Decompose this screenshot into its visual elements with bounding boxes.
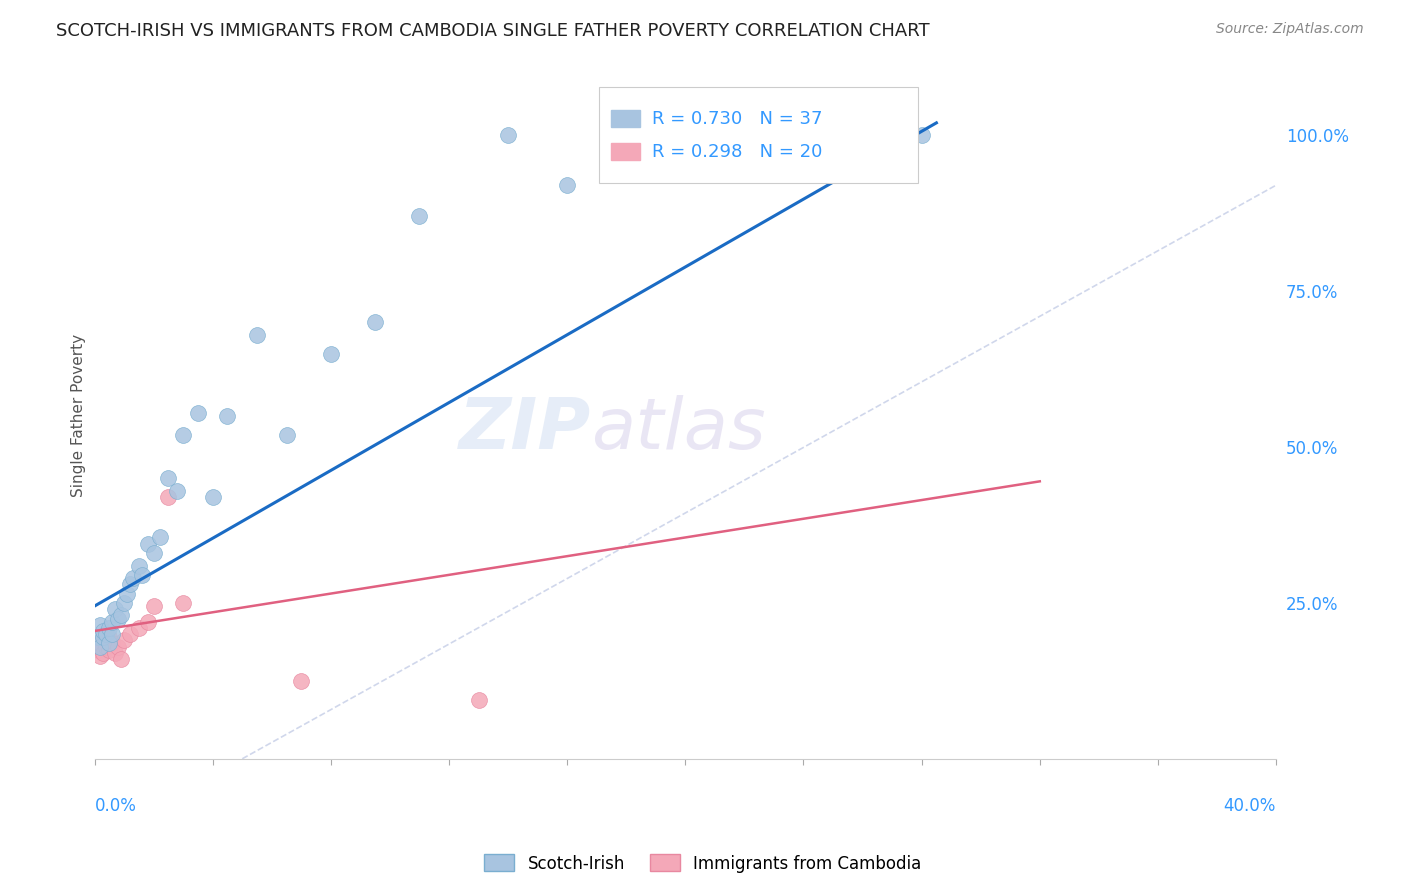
Point: [101, 627, 124, 641]
Text: Source: ZipAtlas.com: Source: ZipAtlas.com: [1216, 22, 1364, 37]
Point: [86, 642, 108, 657]
Point: [276, 427, 298, 442]
Point: [467, 692, 489, 706]
Text: R = 0.730   N = 37: R = 0.730 N = 37: [652, 110, 823, 128]
Text: 0.0%: 0.0%: [94, 797, 136, 814]
Point: [136, 537, 159, 551]
Bar: [610, 110, 641, 128]
Point: [115, 586, 138, 600]
Point: [142, 599, 165, 613]
Point: [107, 640, 129, 654]
Point: [93, 624, 115, 638]
Point: [187, 406, 209, 420]
Point: [128, 558, 150, 573]
Point: [555, 178, 578, 193]
Text: SCOTCH-IRISH VS IMMIGRANTS FROM CAMBODIA SINGLE FATHER POVERTY CORRELATION CHART: SCOTCH-IRISH VS IMMIGRANTS FROM CAMBODIA…: [56, 22, 929, 40]
Legend: Scotch-Irish, Immigrants from Cambodia: Scotch-Irish, Immigrants from Cambodia: [478, 847, 928, 880]
Point: [911, 128, 934, 143]
Point: [136, 615, 159, 629]
Text: ZIP: ZIP: [458, 395, 591, 464]
Point: [112, 596, 135, 610]
Point: [290, 673, 312, 688]
Point: [118, 627, 141, 641]
Point: [201, 490, 224, 504]
Point: [131, 567, 153, 582]
Point: [98, 621, 121, 635]
Point: [112, 633, 135, 648]
Point: [96, 640, 118, 654]
Point: [148, 531, 170, 545]
Point: [89, 617, 111, 632]
Point: [110, 608, 132, 623]
Point: [86, 630, 108, 644]
Bar: [610, 143, 641, 160]
Point: [98, 642, 121, 657]
Point: [104, 646, 127, 660]
Point: [89, 640, 111, 654]
Point: [122, 571, 145, 585]
Point: [157, 471, 180, 485]
Point: [93, 646, 115, 660]
Point: [319, 346, 342, 360]
Text: R = 0.298   N = 20: R = 0.298 N = 20: [652, 143, 823, 161]
Point: [246, 327, 269, 342]
Point: [118, 577, 141, 591]
Point: [166, 483, 188, 498]
Point: [98, 630, 121, 644]
Point: [107, 611, 129, 625]
Point: [96, 627, 118, 641]
Point: [408, 210, 430, 224]
Point: [128, 621, 150, 635]
Point: [104, 602, 127, 616]
Text: 40.0%: 40.0%: [1223, 797, 1277, 814]
Point: [142, 546, 165, 560]
Point: [101, 636, 124, 650]
Point: [101, 615, 124, 629]
Point: [496, 128, 519, 143]
Y-axis label: Single Father Poverty: Single Father Poverty: [72, 334, 86, 498]
Point: [89, 648, 111, 663]
Point: [98, 636, 121, 650]
Point: [110, 652, 132, 666]
Point: [172, 427, 194, 442]
Point: [364, 315, 387, 329]
Point: [89, 636, 111, 650]
Point: [157, 490, 180, 504]
Point: [93, 630, 115, 644]
Point: [172, 596, 194, 610]
Point: [217, 409, 239, 423]
FancyBboxPatch shape: [599, 87, 918, 183]
Text: atlas: atlas: [591, 395, 765, 464]
Point: [673, 128, 696, 143]
